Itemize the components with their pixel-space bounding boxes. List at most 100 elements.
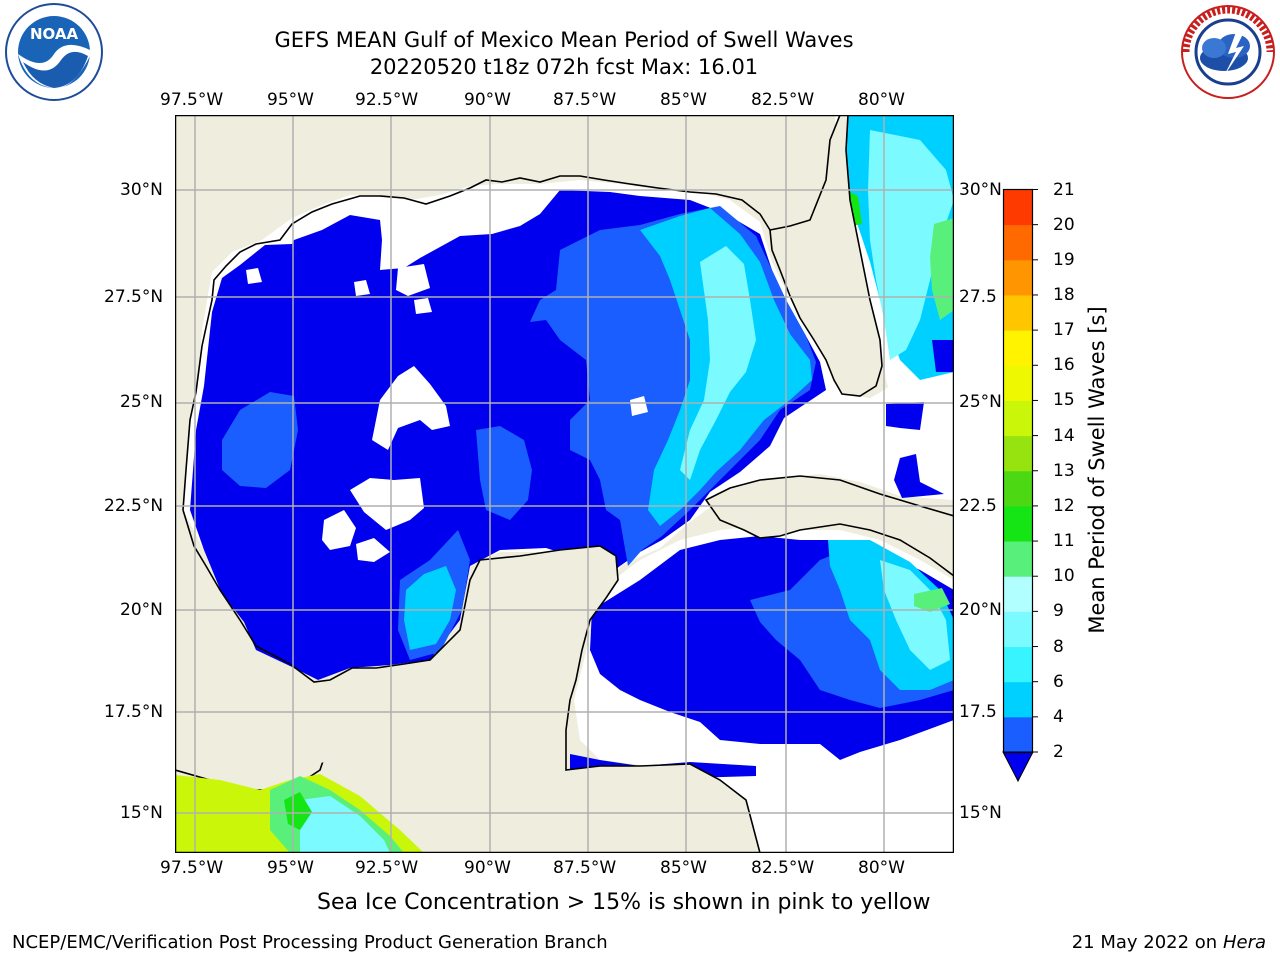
colorbar-tick-label: 8 bbox=[1053, 636, 1064, 657]
south-tip bbox=[300, 660, 430, 770]
lon-label: 90°W bbox=[464, 858, 511, 878]
gulf-gap bbox=[630, 396, 648, 416]
lon-label: 92.5°W bbox=[355, 90, 419, 110]
atlantic-swell bbox=[894, 454, 944, 498]
gulf-blue-patch bbox=[222, 392, 298, 488]
colorbar-tick-label: 9 bbox=[1053, 601, 1064, 622]
lon-label: 90°W bbox=[464, 90, 511, 110]
florida bbox=[769, 115, 883, 397]
colorbar-tick-label: 6 bbox=[1053, 671, 1064, 692]
lon-label: 97.5°W bbox=[160, 90, 224, 110]
lon-label: 95°W bbox=[267, 90, 314, 110]
lat-label: 27.5 bbox=[959, 287, 997, 307]
cuba bbox=[704, 475, 954, 577]
lon-label: 85°W bbox=[660, 858, 707, 878]
colorbar-tick-label: 2 bbox=[1053, 742, 1064, 762]
lon-label: 97.5°W bbox=[160, 858, 224, 878]
colorbar-tick-label: 10 bbox=[1053, 566, 1075, 587]
gulf-gap bbox=[356, 538, 390, 562]
pacific-cyan bbox=[300, 796, 390, 853]
atlantic-swell bbox=[886, 402, 924, 430]
lat-label: 17.5°N bbox=[104, 702, 164, 722]
gulf-gap bbox=[246, 268, 262, 284]
colorbar-segment bbox=[1003, 224, 1033, 261]
lat-label: 17.5 bbox=[959, 702, 997, 722]
colorbar-tick-label: 20 bbox=[1053, 214, 1075, 235]
colorbar-segment bbox=[1003, 716, 1033, 753]
colorbar-tick-label: 17 bbox=[1053, 320, 1075, 341]
caribbean-green bbox=[914, 588, 950, 612]
colorbar-segment bbox=[1003, 435, 1033, 472]
map-subtitle: 20220520 t18z 072h fcst Max: 16.01 bbox=[369, 55, 759, 79]
lat-label: 20°N bbox=[959, 600, 1002, 620]
colorbar-tick-label: 14 bbox=[1053, 425, 1075, 446]
colorbar-label: Mean Period of Swell Waves [s] bbox=[1085, 306, 1109, 634]
graticule bbox=[175, 115, 954, 853]
gulf-gap bbox=[350, 478, 424, 530]
colorbar-tick-label: 12 bbox=[1053, 495, 1075, 516]
colorbar-segment bbox=[1003, 330, 1033, 366]
colorbar-segment bbox=[1003, 470, 1033, 507]
lon-label: 85°W bbox=[660, 90, 707, 110]
gulf-gap bbox=[414, 298, 432, 314]
lat-label: 25°N bbox=[120, 392, 163, 412]
colorbar-segment bbox=[1003, 294, 1033, 331]
noaa-logo: NOAA bbox=[5, 3, 103, 101]
gulf-light-cyan bbox=[680, 246, 756, 480]
lat-label: 27.5°N bbox=[104, 287, 164, 307]
lat-label: 22.5°N bbox=[104, 496, 164, 516]
colorbar-extend-arrow bbox=[1002, 751, 1034, 783]
date-stamp: 21 May 2022 on Hera bbox=[1072, 932, 1266, 954]
machine-name: Hera bbox=[1222, 932, 1266, 953]
pacific-green bbox=[284, 792, 312, 830]
nws-logo bbox=[1181, 5, 1275, 99]
gulf-gap bbox=[396, 264, 430, 296]
coastline bbox=[182, 175, 771, 511]
colorbar-tick-label: 11 bbox=[1053, 531, 1075, 552]
lon-label: 87.5°W bbox=[553, 90, 617, 110]
lon-label: 95°W bbox=[267, 858, 314, 878]
lon-label: 87.5°W bbox=[553, 858, 617, 878]
colorbar-tick-label: 4 bbox=[1053, 706, 1064, 727]
lon-label: 82.5°W bbox=[751, 858, 815, 878]
gulf-gap bbox=[354, 280, 370, 296]
map-title: GEFS MEAN Gulf of Mexico Mean Period of … bbox=[274, 28, 854, 52]
colorbar-segment bbox=[1003, 400, 1033, 437]
colorbar-tick-label: 16 bbox=[1053, 355, 1075, 376]
atlantic-light-cyan bbox=[868, 130, 954, 360]
lat-label: 30°N bbox=[120, 180, 163, 200]
atlantic-swell bbox=[932, 340, 954, 372]
colorbar-segment bbox=[1003, 189, 1033, 226]
gulf-gap bbox=[322, 510, 356, 550]
lon-label: 92.5°W bbox=[355, 858, 419, 878]
caribbean-light-cyan bbox=[880, 560, 950, 670]
colorbar bbox=[1002, 188, 1038, 783]
lat-label: 25°N bbox=[959, 392, 1002, 412]
colorbar-segment bbox=[1003, 505, 1033, 542]
colorbar-segment bbox=[1003, 576, 1033, 612]
lat-label: 20°N bbox=[120, 600, 163, 620]
gulf-cyan-band bbox=[404, 566, 456, 650]
lon-label: 80°W bbox=[858, 90, 905, 110]
lon-label: 80°W bbox=[858, 858, 905, 878]
colorbar-tick-label: 21 bbox=[1053, 179, 1075, 200]
lat-label: 15°N bbox=[959, 803, 1002, 823]
lat-label: 22.5 bbox=[959, 496, 997, 516]
colorbar-segment bbox=[1003, 646, 1033, 683]
colorbar-segment bbox=[1003, 365, 1033, 401]
colorbar-segment bbox=[1003, 681, 1033, 718]
lat-label: 15°N bbox=[120, 803, 163, 823]
colorbar-segment bbox=[1003, 259, 1033, 296]
atlantic-green bbox=[930, 218, 954, 320]
coastline bbox=[182, 509, 431, 683]
map-frame bbox=[175, 115, 954, 853]
credit-text: NCEP/EMC/Verification Post Processing Pr… bbox=[12, 932, 608, 953]
date-text: 21 May 2022 on bbox=[1071, 932, 1218, 953]
colorbar-tick-label: 13 bbox=[1053, 460, 1075, 481]
colorbar-tick-label: 19 bbox=[1053, 249, 1075, 270]
colorbar-tick-label: 18 bbox=[1053, 284, 1075, 305]
map-panel bbox=[175, 115, 954, 853]
colorbar-segment bbox=[1003, 541, 1033, 577]
noaa-logo-text: NOAA bbox=[30, 25, 79, 43]
colorbar-tick-label: 15 bbox=[1053, 390, 1075, 411]
